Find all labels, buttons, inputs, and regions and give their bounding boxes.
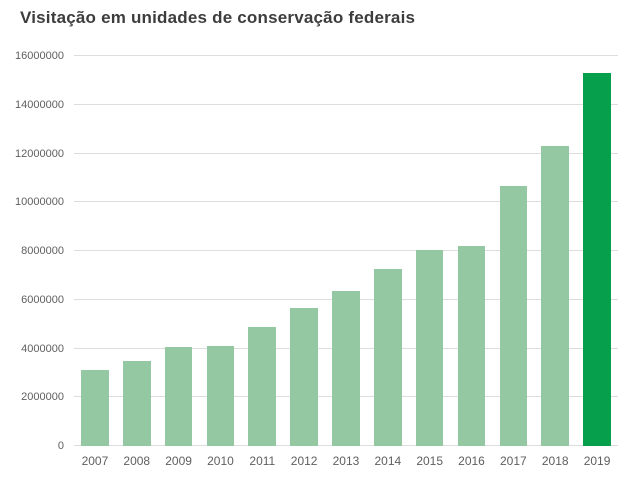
chart-title: Visitação em unidades de conservação fed… (20, 8, 416, 27)
bar-column: 2010 (200, 56, 242, 468)
gridline (74, 250, 618, 251)
bar-column: 2011 (241, 56, 283, 468)
x-axis-tick-label: 2016 (458, 454, 485, 468)
bar-column: 2012 (283, 56, 325, 468)
y-axis-tick-label: 2000000 (21, 391, 64, 404)
y-axis-tick-label: 14000000 (15, 98, 64, 111)
bar-column: 2018 (534, 56, 576, 468)
bar-2009 (164, 347, 193, 446)
bar-column: 2015 (409, 56, 451, 468)
bar-column: 2013 (325, 56, 367, 468)
bar-2010 (206, 346, 235, 446)
x-axis-tick-label: 2017 (500, 454, 527, 468)
y-axis-tick-label: 10000000 (15, 196, 64, 209)
x-axis-tick-label: 2013 (332, 454, 360, 468)
y-axis: 0 2000000 4000000 6000000 8000000 10000000 120… (0, 50, 64, 452)
x-axis-tick-label: 2009 (165, 454, 192, 468)
x-axis-tick-label: 2008 (123, 454, 151, 468)
x-axis-tick-label: 2019 (583, 454, 611, 468)
x-axis-tick-label: 2015 (416, 454, 444, 468)
bar-2015 (415, 249, 444, 446)
bar-2008 (122, 360, 151, 446)
x-axis-tick-label: 2010 (207, 454, 234, 468)
gridline (74, 201, 618, 203)
gridline (74, 55, 618, 56)
y-axis-tick-label: 6000000 (21, 293, 64, 306)
bar-column: 2014 (367, 56, 409, 468)
x-axis-tick-label: 2018 (541, 454, 569, 468)
y-axis-tick-label: 8000000 (21, 245, 64, 257)
gridline (74, 103, 618, 105)
x-axis-tick-label: 2007 (81, 454, 109, 468)
y-axis-tick-label: 12000000 (15, 147, 64, 160)
y-axis-tick-label: 4000000 (21, 342, 64, 355)
bar-column: 2009 (158, 56, 200, 468)
bar-column: 2017 (492, 56, 534, 468)
bar-2019 (583, 73, 611, 446)
x-axis-tick-label: 2012 (290, 454, 318, 468)
y-axis-tick-label: 0 (57, 440, 64, 452)
plot-area: 2007 2008 2009 2010 2011 2012 2013 2014 2015 2016… (74, 55, 618, 468)
bar-2013 (332, 291, 360, 446)
y-axis-tick-label: 16000000 (15, 50, 64, 62)
bar-2007 (81, 370, 109, 446)
bar-2016 (457, 246, 486, 446)
bar-column: 2007 (74, 56, 116, 468)
bar-column: 2019 (576, 56, 618, 468)
x-axis-tick-label: 2014 (374, 454, 402, 468)
bar-2017 (499, 186, 528, 446)
bar-2012 (290, 308, 318, 446)
bar-2018 (541, 146, 569, 446)
bar-2014 (374, 269, 402, 446)
bar-column: 2016 (451, 56, 493, 468)
bar-series: 2007 2008 2009 2010 2011 2012 2013 2014 2015 2016… (74, 56, 618, 468)
bar-column: 2008 (116, 56, 158, 468)
x-axis-tick-label: 2011 (249, 454, 276, 468)
bar-2011 (248, 326, 277, 446)
gridline (74, 152, 618, 154)
